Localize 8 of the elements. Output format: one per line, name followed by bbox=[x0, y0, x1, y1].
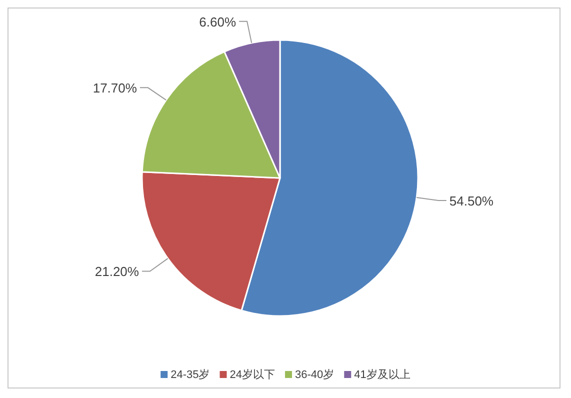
legend-label: 36-40岁 bbox=[295, 369, 334, 381]
data-label: 17.70% bbox=[92, 80, 138, 96]
data-label: 21.20% bbox=[94, 264, 140, 280]
legend-label: 24-35岁 bbox=[170, 369, 210, 381]
data-label: 6.60% bbox=[199, 14, 236, 30]
data-label: 54.50% bbox=[449, 194, 494, 209]
legend-label: 24岁以下 bbox=[230, 368, 275, 381]
legend-label: 41岁及以上 bbox=[354, 368, 410, 381]
